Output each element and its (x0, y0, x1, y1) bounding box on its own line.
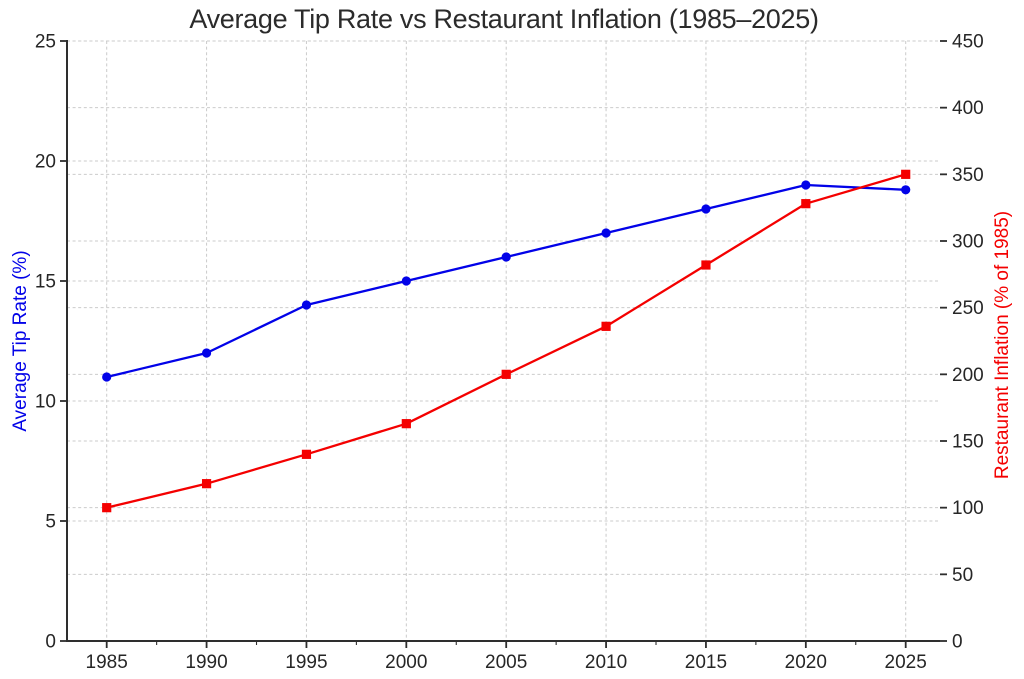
tip-rate-point (601, 228, 611, 238)
inflation-point (401, 419, 411, 429)
right-tick-label: 400 (952, 98, 984, 119)
x-tick-label: 2010 (585, 652, 627, 673)
inflation-point (102, 503, 112, 513)
tip-rate-point (301, 300, 312, 310)
right-tick-label: 250 (952, 298, 984, 319)
tip-rate-point (102, 372, 112, 382)
left-tick-label: 5 (45, 512, 56, 533)
tip-rate-point (501, 252, 511, 262)
inflation-point (901, 169, 911, 179)
x-tick-label: 2015 (685, 652, 727, 673)
tip-rate-point (901, 185, 911, 195)
inflation-point (301, 449, 312, 459)
right-tick-label: 150 (952, 432, 984, 453)
x-tick-label: 2020 (785, 652, 827, 673)
x-tick-label: 1995 (285, 652, 327, 673)
right-tick-label: 300 (952, 232, 984, 253)
inflation-point (701, 260, 711, 270)
left-tick-label: 20 (35, 152, 56, 173)
x-tick-label: 2005 (485, 652, 527, 673)
right-tick-label: 50 (952, 565, 973, 586)
right-tick-label: 450 (952, 32, 984, 53)
tip-rate-point (701, 204, 711, 214)
right-axis-label: Restaurant Inflation (% of 1985) (992, 210, 1013, 480)
left-tick-label: 10 (35, 392, 56, 413)
right-tick-label: 100 (952, 498, 984, 519)
right-tick-label: 0 (952, 632, 963, 653)
inflation-point (201, 479, 212, 489)
chart-title: Average Tip Rate vs Restaurant Inflation… (189, 4, 819, 34)
x-tick-label: 2025 (885, 652, 927, 673)
right-tick-label: 350 (952, 165, 984, 186)
tip-rate-point (801, 180, 811, 190)
tip-rate-point (201, 348, 212, 358)
right-tick-label: 200 (952, 365, 984, 386)
tip-rate-point (401, 276, 411, 286)
x-tick-label: 1985 (86, 652, 128, 673)
inflation-point (501, 369, 511, 379)
left-tick-label: 25 (35, 32, 56, 53)
left-axis-label: Average Tip Rate (%) (10, 250, 31, 432)
left-tick-label: 15 (35, 272, 56, 293)
left-tick-label: 0 (45, 632, 56, 653)
inflation-point (601, 321, 611, 331)
x-tick-label: 2000 (385, 652, 427, 673)
inflation-point (801, 199, 811, 209)
x-tick-label: 1990 (185, 652, 227, 673)
